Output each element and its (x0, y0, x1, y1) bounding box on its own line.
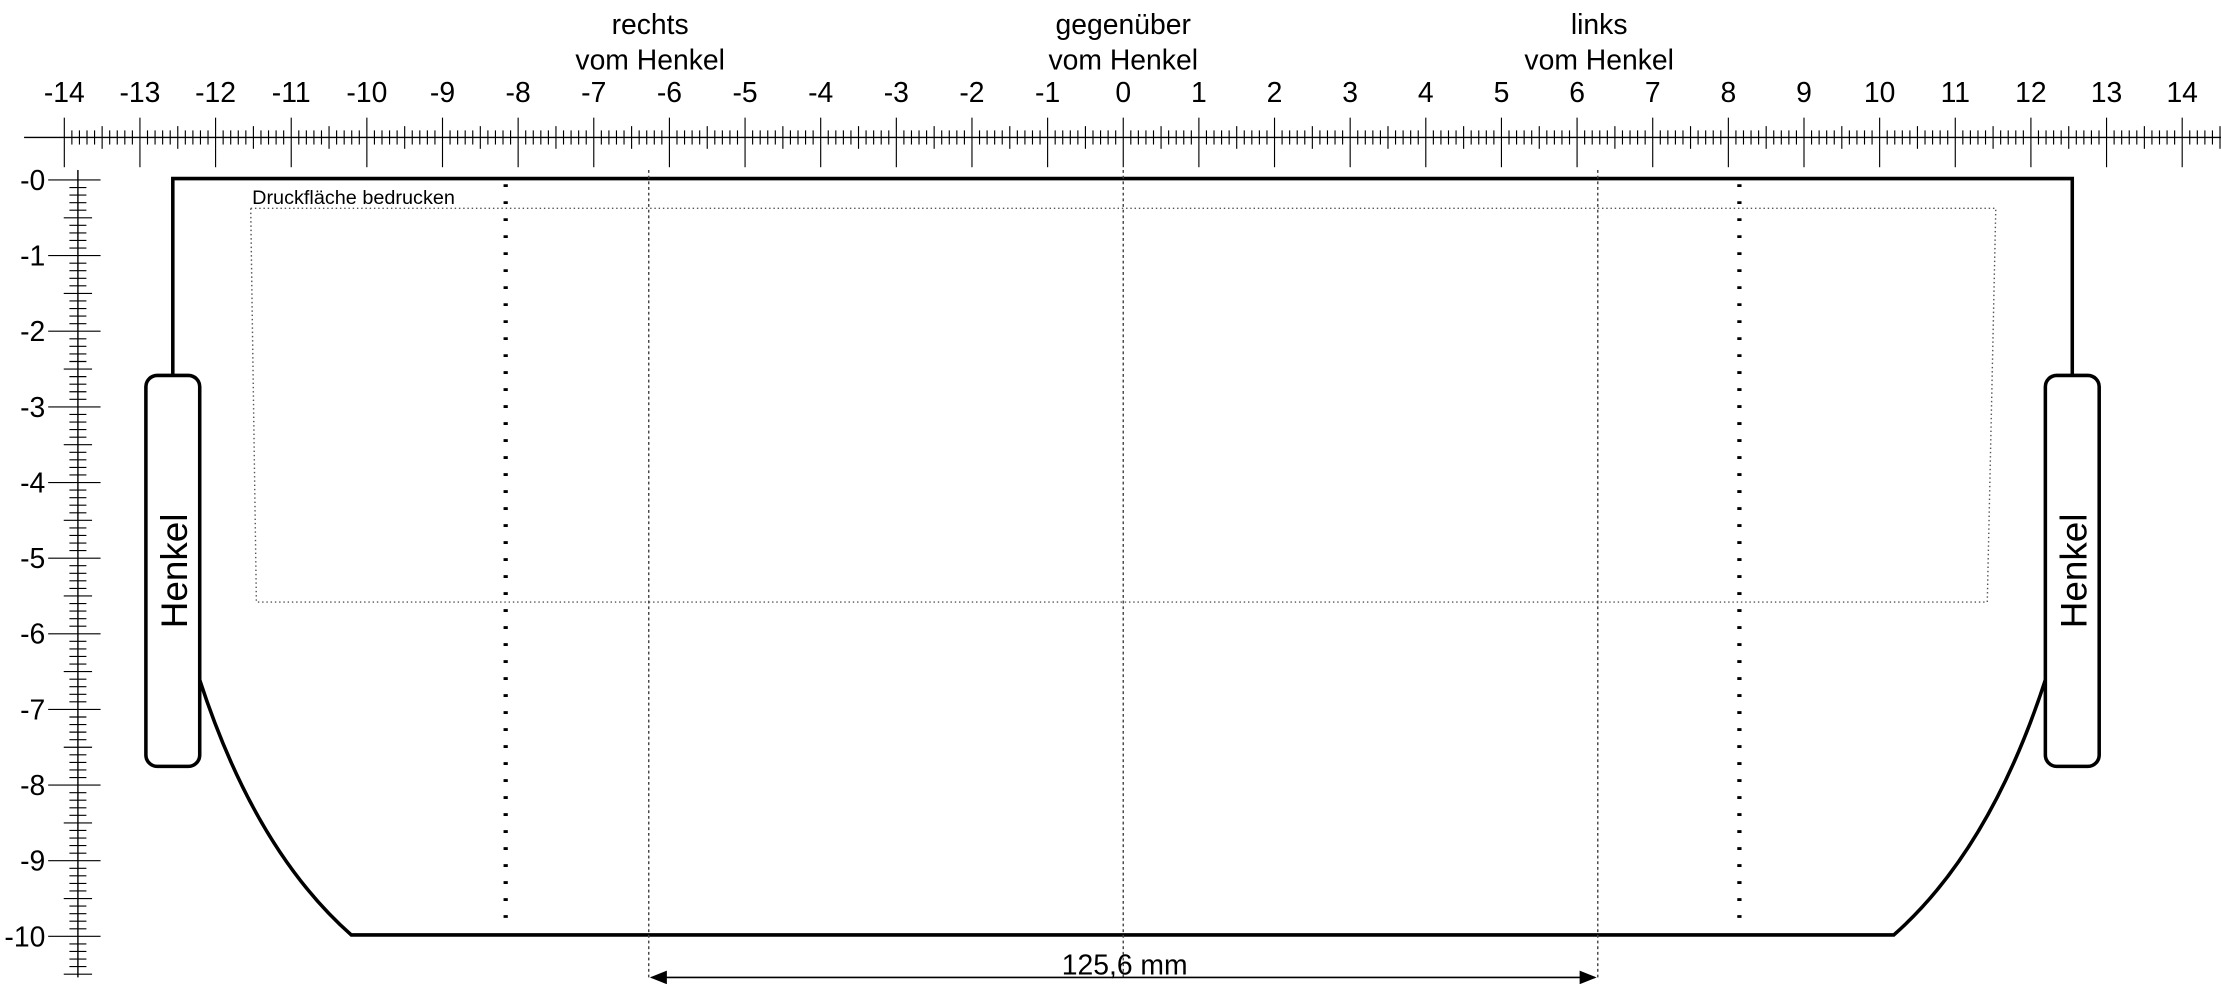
ruler-label: -2 (20, 316, 45, 348)
handle-label: Henkel (154, 514, 195, 629)
ruler-label: -6 (657, 77, 682, 109)
ruler-label: -4 (808, 77, 833, 109)
ruler-label: -9 (430, 77, 455, 109)
ruler-label: 8 (1720, 77, 1736, 109)
ruler-label: -8 (20, 770, 45, 802)
ruler-label: 12 (2015, 77, 2047, 109)
ruler-label: 0 (1115, 77, 1131, 109)
ruler-label: -5 (732, 77, 757, 109)
print-area-label: Druckfläche bedrucken (252, 187, 455, 209)
ruler-label: -3 (20, 392, 45, 424)
ruler-label: 1 (1191, 77, 1207, 109)
ruler-label: -5 (20, 543, 45, 575)
ruler-label: -10 (4, 921, 45, 953)
mug-bottom-outline (198, 679, 2048, 937)
handle-left (144, 373, 202, 769)
rulers: -14 -13 -12 -11 -10 -9 -8 -7 -6 -5 -4 -3 -2 -1 0 1 2 3 4 5 6… (4, 77, 2221, 978)
ruler-label: 11 (1941, 77, 1970, 109)
header-line: vom Henkel (575, 44, 724, 76)
header-line: links (1571, 9, 1628, 41)
ruler-label: 7 (1645, 77, 1661, 109)
ruler-label: -7 (581, 77, 606, 109)
ruler-label: -14 (44, 77, 85, 109)
ruler-label: 14 (2166, 77, 2198, 109)
dimension-label: 125,6 mm (1062, 950, 1188, 982)
ruler-label: -0 (20, 165, 45, 197)
ruler-label: 10 (1864, 77, 1896, 109)
ruler-label: -1 (1035, 77, 1060, 109)
header-line: vom Henkel (1049, 44, 1198, 76)
ruler-label: -1 (20, 241, 45, 273)
ruler-label: 6 (1569, 77, 1585, 109)
header-line: rechts (612, 9, 689, 41)
ruler-label: 13 (2091, 77, 2123, 109)
ruler-label: -9 (20, 846, 45, 878)
header-line: gegenüber (1056, 9, 1191, 41)
ruler-label: -3 (884, 77, 909, 109)
ruler-label: -13 (119, 77, 160, 109)
header-line: vom Henkel (1524, 44, 1673, 76)
handle-label: Henkel (2053, 514, 2094, 629)
ruler-label: 9 (1796, 77, 1812, 109)
ruler-label: -4 (20, 467, 45, 499)
ruler-label: -10 (346, 77, 387, 109)
ruler-label: -6 (20, 619, 45, 651)
ruler-label: -7 (20, 694, 45, 726)
ruler-label: 3 (1342, 77, 1358, 109)
ruler-label: -11 (272, 77, 311, 109)
ruler-label: -8 (506, 77, 531, 109)
ruler-label: -12 (195, 77, 236, 109)
ruler-label: 2 (1267, 77, 1283, 109)
ruler-label: 5 (1494, 77, 1510, 109)
handle-right (2043, 373, 2101, 769)
ruler-label: 4 (1418, 77, 1434, 109)
ruler-label: -2 (959, 77, 984, 109)
